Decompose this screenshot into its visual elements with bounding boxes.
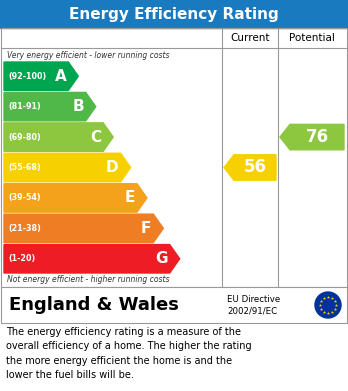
Text: (21-38): (21-38) [8,224,41,233]
Bar [1,287,347,323]
Polygon shape [4,62,78,90]
Text: 56: 56 [244,158,267,176]
Bar [1,28,347,287]
Text: (55-68): (55-68) [8,163,41,172]
Text: EU Directive
2002/91/EC: EU Directive 2002/91/EC [227,294,280,316]
Text: (69-80): (69-80) [8,133,41,142]
Text: (81-91): (81-91) [8,102,41,111]
Text: Potential: Potential [289,33,335,43]
Polygon shape [4,214,163,242]
Polygon shape [4,92,96,121]
Polygon shape [4,123,113,151]
Polygon shape [280,124,344,150]
Text: 76: 76 [306,128,329,146]
Text: Current: Current [230,33,270,43]
Polygon shape [4,184,147,212]
Text: (39-54): (39-54) [8,194,41,203]
Text: D: D [106,160,119,175]
Polygon shape [224,155,276,180]
Text: Very energy efficient - lower running costs: Very energy efficient - lower running co… [7,51,169,60]
Circle shape [315,292,341,318]
Text: England & Wales: England & Wales [9,296,179,314]
Bar [0,0,348,28]
Text: (92-100): (92-100) [8,72,46,81]
Text: (1-20): (1-20) [8,254,35,263]
Text: B: B [72,99,84,114]
Text: G: G [155,251,168,266]
Text: F: F [141,221,151,236]
Text: A: A [55,69,66,84]
Text: Energy Efficiency Rating: Energy Efficiency Rating [69,7,279,22]
Text: E: E [125,190,135,205]
Polygon shape [4,245,180,273]
Text: The energy efficiency rating is a measure of the
overall efficiency of a home. T: The energy efficiency rating is a measur… [6,327,252,380]
Polygon shape [4,153,130,182]
Text: C: C [90,129,101,145]
Text: Not energy efficient - higher running costs: Not energy efficient - higher running co… [7,275,169,284]
